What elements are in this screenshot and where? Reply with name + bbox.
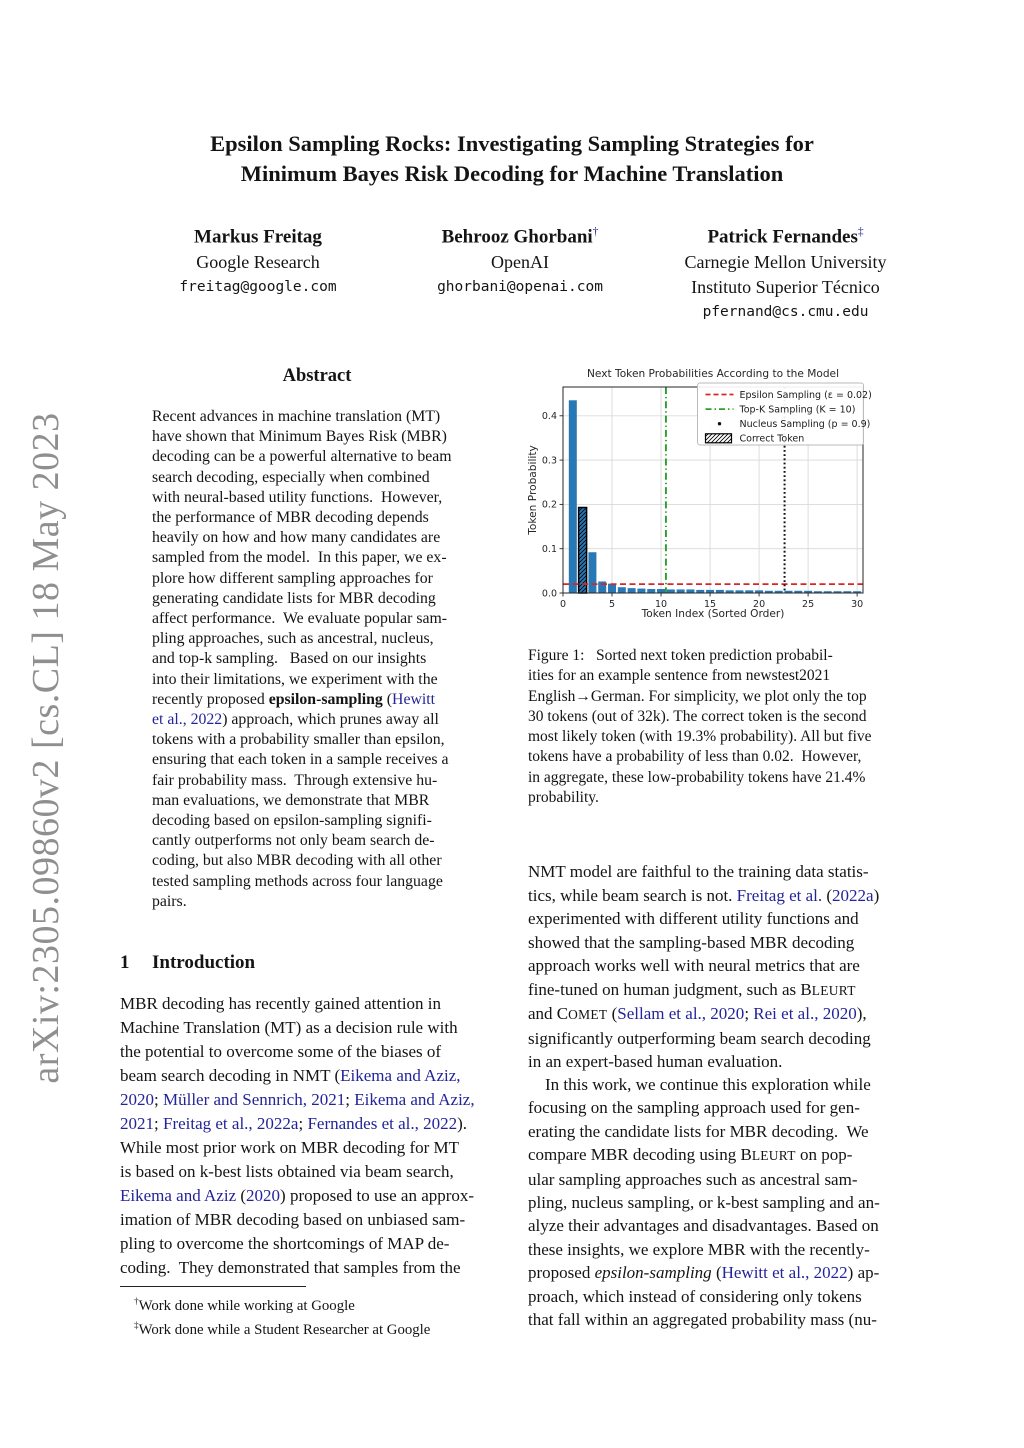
text-segment: ) approach, which prunes away all tokens… xyxy=(152,711,449,910)
footnote-text: Work done while a Student Researcher at … xyxy=(138,1322,431,1339)
text-segment: ( xyxy=(607,1004,618,1023)
text-segment: MBR decoding has recently gained attenti… xyxy=(120,994,458,1085)
author-email[interactable]: ghorbani@openai.com xyxy=(437,279,603,296)
text-segment: ) ap- proach, which instead of consideri… xyxy=(528,1263,880,1330)
text-segment: In this work, we continue this explorati… xyxy=(528,1075,871,1165)
text-segment: epsilon-sampling xyxy=(594,1263,712,1283)
author-name: Patrick Fernandes xyxy=(707,226,858,248)
text-segment: ( xyxy=(236,1186,247,1205)
author-affiliation: OpenAI xyxy=(491,252,549,273)
citation-link[interactable]: 2020 xyxy=(246,1186,281,1205)
citation-link[interactable]: Fernandes et al., 2022 xyxy=(307,1114,458,1133)
citation-link[interactable]: Freitag et al., 2022a xyxy=(162,1114,299,1133)
svg-text:25: 25 xyxy=(802,599,814,610)
svg-text:0.2: 0.2 xyxy=(542,500,557,511)
svg-text:5: 5 xyxy=(609,599,615,610)
citation-link[interactable]: Hewitt et al., 2022 xyxy=(721,1263,848,1283)
text-segment: Figure 1: Sorted next token prediction p… xyxy=(528,647,872,807)
introduction-text: MBR decoding has recently gained attenti… xyxy=(120,992,475,1280)
citation-link[interactable]: Freitag et al. xyxy=(736,885,823,905)
svg-text:Token Index (Sorted Order): Token Index (Sorted Order) xyxy=(641,608,785,620)
text-segment: OMET xyxy=(568,1007,608,1022)
citation-link[interactable]: Eikema and Aziz xyxy=(120,1186,237,1205)
section-title: Introduction xyxy=(152,952,256,973)
svg-text:10: 10 xyxy=(655,599,667,610)
author-name: Behrooz Ghorbani xyxy=(441,226,593,248)
text-segment: ) proposed to use an approx- imation of … xyxy=(120,1186,475,1277)
text-segment: ; xyxy=(154,1090,163,1109)
svg-text:15: 15 xyxy=(704,599,716,610)
svg-text:0.1: 0.1 xyxy=(542,544,557,555)
svg-text:Nucleus Sampling (p = 0.9): Nucleus Sampling (p = 0.9) xyxy=(740,419,871,430)
author-affiliation: Google Research xyxy=(196,252,320,273)
text-segment: ( xyxy=(822,885,833,905)
svg-text:20: 20 xyxy=(753,599,765,610)
footnote-dagger: †Work done while working at Google xyxy=(120,1292,510,1316)
svg-text:0: 0 xyxy=(560,599,566,610)
text-segment: ; xyxy=(345,1090,355,1109)
citation-link[interactable]: Müller and Sennrich, 2021 xyxy=(162,1090,346,1109)
text-segment: ; xyxy=(298,1114,308,1133)
text-segment: Recent advances in machine translation (… xyxy=(152,408,452,708)
citation-link[interactable]: Sellam et al., 2020 xyxy=(617,1004,745,1023)
svg-text:0.0: 0.0 xyxy=(542,588,557,599)
footnote-double-dagger: ‡Work done while a Student Researcher at… xyxy=(120,1316,510,1340)
citation-link[interactable]: 2022a xyxy=(832,885,874,905)
citation-link[interactable]: Eikema and Aziz, 2021 xyxy=(120,1090,475,1133)
text-segment: ). While most prior work on MBR decoding… xyxy=(120,1114,468,1181)
footnote-mark: † xyxy=(134,1296,139,1306)
footnote-mark: ‡ xyxy=(134,1320,139,1331)
footnote-divider xyxy=(120,1286,306,1287)
svg-text:0.3: 0.3 xyxy=(542,455,557,466)
arxiv-watermark: arXiv:2305.09860v2 [cs.CL] 18 May 2023 xyxy=(25,412,67,1084)
svg-text:Token Probability: Token Probability xyxy=(527,445,539,536)
paper-title: Epsilon Sampling Rocks: Investigating Sa… xyxy=(0,129,1024,189)
footnote-mark[interactable]: † xyxy=(592,226,599,238)
svg-text:30: 30 xyxy=(851,599,863,610)
author-name: Markus Freitag xyxy=(194,226,322,248)
abstract-heading: Abstract xyxy=(282,366,352,386)
author-affiliation: Instituto Superior Técnico xyxy=(691,277,880,298)
author-behrooz-ghorbani: Behrooz Ghorbani† OpenAI ghorbani@openai… xyxy=(400,219,640,300)
citation-link[interactable]: Eikema and Aziz, 2020 xyxy=(120,1066,461,1109)
svg-text:0.4: 0.4 xyxy=(542,411,557,422)
paper-title-line2: Minimum Bayes Risk Decoding for Machine … xyxy=(240,161,784,186)
figure1-chart: 0 5 10 15 20 25 30 0.0 0.1 0.2 0.3 0.4 Next Token Pr… xyxy=(527,368,872,620)
text-segment: LEURT xyxy=(751,1148,796,1164)
section-heading-introduction: 1 Introduction xyxy=(120,952,500,974)
footnote-mark[interactable]: ‡ xyxy=(857,226,864,238)
svg-text:Next Token Probabilities Accor: Next Token Probabilities According to th… xyxy=(587,368,839,380)
section-number: 1 xyxy=(120,952,130,973)
text-segment: ) experimented with different utility fu… xyxy=(528,885,880,999)
text-segment: LEURT xyxy=(811,982,856,998)
text-segment: ; xyxy=(154,1114,163,1133)
svg-text:Correct Token: Correct Token xyxy=(740,434,805,445)
svg-text:Top-K Sampling (K = 10): Top-K Sampling (K = 10) xyxy=(739,405,856,416)
author-patrick-fernandes: Patrick Fernandes‡ Carnegie Mellon Unive… xyxy=(648,219,923,325)
body-paragraph-2: In this work, we continue this explorati… xyxy=(528,1073,880,1331)
citation-link[interactable]: Rei et al., 2020 xyxy=(753,1004,857,1023)
author-affiliation: Carnegie Mellon University xyxy=(684,252,887,273)
abstract-text: Recent advances in machine translation (… xyxy=(152,407,452,912)
footnote-text: Work done while working at Google xyxy=(138,1297,355,1314)
figure1-caption: Figure 1: Sorted next token prediction p… xyxy=(528,646,872,808)
text-segment: ( xyxy=(382,690,393,708)
footnotes: †Work done while working at Google ‡Work… xyxy=(120,1292,510,1341)
text-segment: epsilon-sampling xyxy=(268,690,383,708)
paper-title-line1: Epsilon Sampling Rocks: Investigating Sa… xyxy=(210,131,814,156)
text-segment: NMT model are faithful to the training d… xyxy=(528,862,869,905)
svg-text:Epsilon Sampling (ε = 0.02): Epsilon Sampling (ε = 0.02) xyxy=(740,390,872,401)
text-segment: on pop- ular sampling approaches such as… xyxy=(528,1145,880,1283)
body-paragraph-1: NMT model are faithful to the training d… xyxy=(528,860,879,1074)
author-markus-freitag: Markus Freitag Google Research freitag@g… xyxy=(138,219,378,300)
text-segment: ( xyxy=(711,1263,722,1283)
author-email[interactable]: pfernand@cs.cmu.edu xyxy=(702,304,869,321)
citation-link[interactable]: Hewitt et al., 2022 xyxy=(152,690,436,729)
text-segment: and C xyxy=(528,1004,569,1023)
author-email[interactable]: freitag@google.com xyxy=(179,279,337,296)
text-segment: ), significantly outperforming beam sear… xyxy=(528,1004,871,1071)
text-segment: ; xyxy=(744,1004,754,1023)
